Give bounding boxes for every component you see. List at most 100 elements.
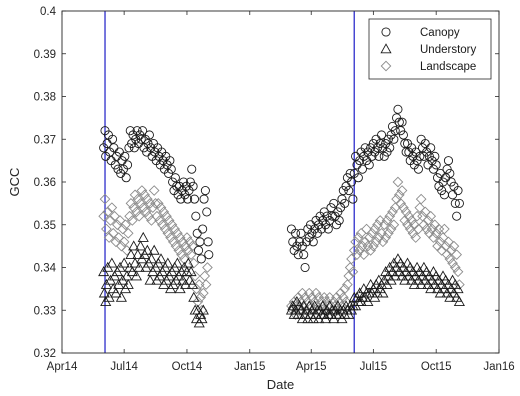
landscape-point xyxy=(368,240,379,252)
x-tick-label: Oct15 xyxy=(421,361,452,373)
landscape-point xyxy=(415,193,427,205)
y-tick-label: 0.33 xyxy=(34,305,56,317)
canopy-point xyxy=(166,164,176,174)
y-tick-label: 0.39 xyxy=(34,49,56,61)
landscape-point xyxy=(142,193,153,205)
legend-canopy-label: Canopy xyxy=(420,27,460,39)
landscape-point xyxy=(313,292,325,303)
landscape-point xyxy=(122,227,134,239)
understory-point xyxy=(133,261,145,272)
landscape-point xyxy=(343,270,355,282)
legend-canopy-marker xyxy=(381,27,391,37)
y-tick-label: 0.37 xyxy=(34,134,56,146)
landscape-point xyxy=(361,223,372,235)
canopy-point xyxy=(426,143,436,153)
landscape-point xyxy=(185,249,197,261)
y-tick-label: 0.4 xyxy=(40,6,57,18)
landscape-point xyxy=(430,227,442,239)
canopy-point xyxy=(189,194,200,204)
landscape-point xyxy=(337,292,349,303)
landscape-point xyxy=(148,185,160,196)
landscape-point xyxy=(98,210,109,222)
landscape-point xyxy=(133,210,145,222)
landscape-point xyxy=(365,245,376,256)
landscape-point xyxy=(414,202,426,213)
landscape-point xyxy=(155,202,167,213)
landscape-point xyxy=(344,262,356,273)
landscape-point xyxy=(107,227,119,239)
landscape-point xyxy=(124,210,135,222)
landscape-point xyxy=(128,202,140,213)
legend: Canopy Understory Landscape xyxy=(368,18,492,80)
landscape-point xyxy=(398,202,409,213)
landscape-point xyxy=(449,262,461,273)
understory-point xyxy=(132,248,144,259)
understory-point xyxy=(155,253,167,264)
landscape-point xyxy=(377,236,389,248)
landscape-point xyxy=(113,232,125,243)
landscape-point xyxy=(378,219,390,231)
landscape-point xyxy=(125,198,137,209)
understory-point xyxy=(317,300,329,311)
landscape-point xyxy=(316,296,327,308)
landscape-point xyxy=(202,262,213,273)
canopy-point xyxy=(200,185,210,196)
legend-understory-marker xyxy=(380,43,392,54)
x-tick-label: Jul15 xyxy=(360,361,388,373)
landscape-point xyxy=(318,292,330,303)
landscape-point xyxy=(99,193,111,205)
landscape-point xyxy=(451,249,463,261)
series-canopy xyxy=(99,104,464,273)
landscape-point xyxy=(452,266,464,278)
y-tick-label: 0.36 xyxy=(34,177,56,189)
landscape-point xyxy=(162,227,174,239)
canopy-point xyxy=(397,117,407,127)
landscape-point xyxy=(403,210,415,222)
understory-point xyxy=(106,257,118,268)
canopy-point xyxy=(188,181,198,191)
landscape-point xyxy=(151,210,163,222)
canopy-point xyxy=(329,198,339,208)
canopy-point xyxy=(348,194,358,204)
landscape-point xyxy=(111,219,123,231)
x-tick-label: Jan15 xyxy=(234,361,265,373)
x-axis-label: Date xyxy=(267,377,294,392)
landscape-point xyxy=(385,223,397,235)
landscape-point xyxy=(340,296,352,308)
landscape-point xyxy=(332,304,344,316)
landscape-point xyxy=(114,215,126,226)
landscape-point xyxy=(106,202,118,213)
landscape-point xyxy=(392,176,404,188)
landscape-point xyxy=(181,232,193,243)
canopy-point xyxy=(165,156,175,166)
landscape-point xyxy=(200,279,212,290)
landscape-point xyxy=(105,215,116,226)
landscape-point xyxy=(366,227,378,239)
y-axis-label: GCC xyxy=(7,168,22,197)
canopy-point xyxy=(296,228,306,238)
canopy-point xyxy=(203,237,213,247)
canopy-point xyxy=(443,156,454,166)
landscape-point xyxy=(159,223,171,235)
x-tick-label: Oct14 xyxy=(172,361,203,373)
canopy-point xyxy=(136,134,146,144)
canopy-point xyxy=(385,143,395,153)
landscape-point xyxy=(140,206,152,218)
landscape-point xyxy=(136,185,148,196)
understory-point xyxy=(115,291,127,302)
landscape-point xyxy=(176,249,187,261)
understory-point xyxy=(137,231,149,242)
canopy-point xyxy=(334,215,344,226)
canopy-point xyxy=(323,224,333,234)
landscape-point xyxy=(433,223,445,235)
canopy-point xyxy=(199,194,209,204)
landscape-point xyxy=(419,206,431,218)
landscape-point xyxy=(362,240,374,252)
landscape-point xyxy=(439,223,450,235)
landscape-point xyxy=(117,223,129,235)
y-axis: 0.32 0.33 0.34 0.35 0.36 0.37 0.38 0.39 0.4 xyxy=(34,6,499,360)
landscape-point xyxy=(444,253,456,265)
landscape-point xyxy=(339,283,351,295)
canopy-point xyxy=(357,164,367,174)
landscape-point xyxy=(328,296,340,308)
